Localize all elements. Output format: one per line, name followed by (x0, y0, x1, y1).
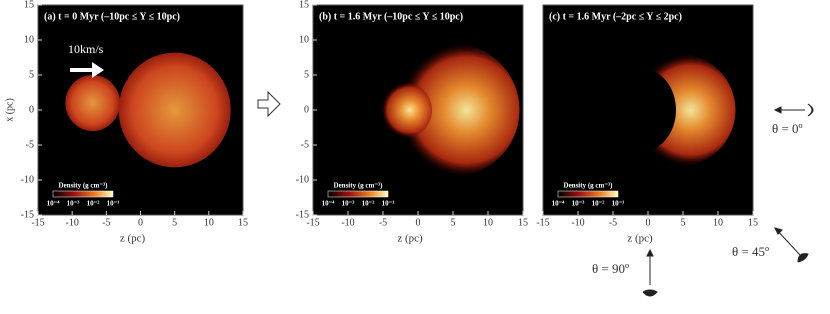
density-blob (118, 52, 231, 168)
y-tick-label: -10 (21, 174, 34, 185)
density-blob (386, 43, 520, 177)
viewer-icons (642, 103, 814, 297)
y-tick-label: 5 (304, 69, 309, 80)
y-tick-label: 0 (304, 104, 309, 115)
colorbar-label: Density (g cm⁻³) (59, 182, 109, 190)
x-axis-label: z (pc) (120, 233, 146, 245)
colorbar-tick-label: 10⁻⁴ (552, 200, 566, 208)
colorbar-tick-label: 10⁻¹ (107, 200, 120, 208)
x-tick-label: -10 (65, 217, 78, 228)
y-tick-label: -10 (296, 174, 309, 185)
x-tick-label: 5 (451, 217, 456, 228)
annotation: θ = 45º (732, 244, 769, 259)
x-tick-label: -15 (306, 217, 319, 228)
y-tick-label: 15 (299, 0, 309, 10)
y-tick-label: -5 (26, 139, 34, 150)
x-tick-label: 0 (416, 217, 421, 228)
colorbar-tick-label: 10⁻³ (572, 200, 585, 208)
x-tick-label: -15 (31, 217, 44, 228)
colorbar-tick-label: 10⁻⁴ (322, 200, 336, 208)
x-tick-label: 15 (238, 217, 248, 228)
x-tick-label: 10 (483, 217, 493, 228)
y-tick-label: 0 (29, 104, 34, 115)
density-blob (376, 82, 432, 138)
x-tick-label: 10 (204, 217, 214, 228)
x-tick-label: -10 (341, 217, 354, 228)
colorbar-label: Density (g cm⁻³) (564, 182, 614, 190)
y-tick-label: -5 (301, 139, 309, 150)
colorbar-tick-label: 10⁻² (362, 200, 375, 208)
x-tick-label: 15 (518, 217, 528, 228)
cavity (606, 68, 676, 152)
colorbar-tick-label: 10⁻¹ (382, 200, 395, 208)
colorbar-tick-label: 10⁻³ (342, 200, 355, 208)
panel-title: (a) t = 0 Myr (–10pc ≤ Y ≤ 10pc) (44, 11, 180, 22)
x-tick-label: 0 (646, 217, 651, 228)
x-tick-label: -5 (609, 217, 617, 228)
y-tick-label: 15 (24, 0, 34, 10)
x-tick-label: 5 (172, 217, 177, 228)
colorbar (52, 190, 114, 198)
panel-title: (b) t = 1.6 Myr (–10pc ≤ Y ≤ 10pc) (319, 11, 463, 22)
x-tick-label: 0 (138, 217, 143, 228)
annotation: 10km/s (68, 42, 104, 56)
y-tick-label: 10 (24, 34, 34, 45)
annotation: θ = 0º (772, 121, 803, 136)
x-tick-label: -5 (102, 217, 110, 228)
panel-arrow (257, 90, 281, 118)
x-axis-label: z (pc) (627, 233, 653, 245)
colorbar (327, 190, 389, 198)
colorbar-label: Density (g cm⁻³) (334, 182, 384, 190)
annotation: θ = 90º (592, 261, 629, 276)
velocity-arrow (70, 62, 104, 78)
x-tick-label: 15 (748, 217, 758, 228)
panel-title: (c) t = 1.6 Myr (–2pc ≤ Y ≤ 2pc) (549, 11, 682, 22)
x-tick-label: -10 (571, 217, 584, 228)
colorbar-tick-label: 10⁻² (592, 200, 605, 208)
y-axis-label: x (pc) (4, 98, 15, 122)
x-tick-label: -15 (536, 217, 549, 228)
x-tick-label: 10 (713, 217, 723, 228)
colorbar-tick-label: 10⁻³ (67, 200, 80, 208)
x-axis-label: z (pc) (397, 233, 423, 245)
y-tick-label: 10 (299, 34, 309, 45)
colorbar-tick-label: 10⁻¹ (612, 200, 625, 208)
y-tick-label: -15 (296, 209, 309, 220)
density-blob (65, 75, 120, 131)
colorbar-tick-label: 10⁻⁴ (47, 200, 61, 208)
colorbar-tick-label: 10⁻² (87, 200, 100, 208)
y-tick-label: -15 (21, 209, 34, 220)
x-tick-label: 5 (681, 217, 686, 228)
x-tick-label: -5 (379, 217, 387, 228)
y-tick-label: 5 (29, 69, 34, 80)
colorbar (557, 190, 619, 198)
